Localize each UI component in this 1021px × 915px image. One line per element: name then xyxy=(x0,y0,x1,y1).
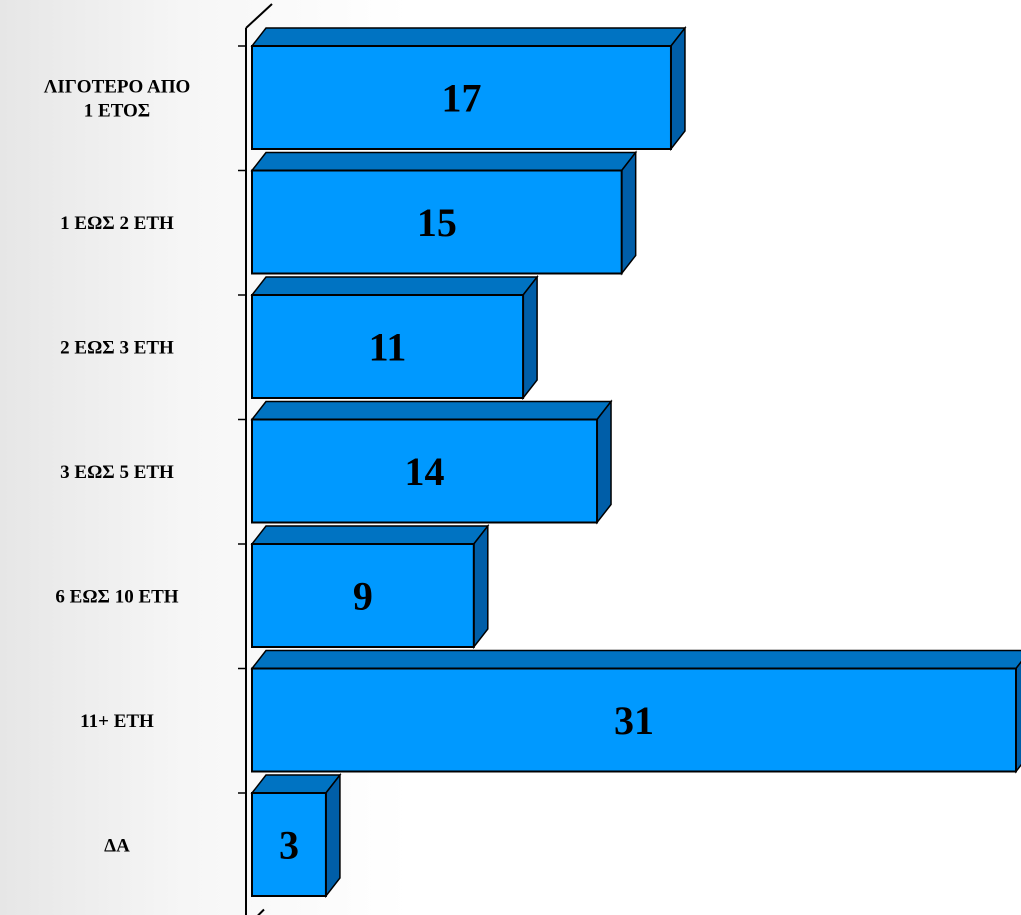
data-label: 9 xyxy=(353,574,373,619)
bar-side-face xyxy=(597,402,611,523)
bar-top-face xyxy=(252,153,636,171)
bar-top-face xyxy=(252,402,611,420)
y-axis-depth-top xyxy=(246,4,272,28)
chart-bars xyxy=(252,28,1021,896)
category-label: ΔΑ xyxy=(104,836,130,857)
category-label: 2 ΕΩΣ 3 ΕΤΗ xyxy=(60,338,174,359)
category-label: ΛΙΓΟΤΕΡΟ ΑΠΟ xyxy=(44,77,191,98)
category-label: 1 ΕΤΟΣ xyxy=(84,101,150,122)
data-label: 3 xyxy=(279,823,299,868)
bar-side-face xyxy=(326,775,340,896)
bar-side-face xyxy=(474,526,488,647)
bar-top-face xyxy=(252,277,537,295)
bar-top-face xyxy=(252,526,488,544)
data-label: 31 xyxy=(614,698,654,743)
category-label: 3 ΕΩΣ 5 ΕΤΗ xyxy=(60,462,174,483)
bar-side-face xyxy=(523,277,537,398)
category-label: 6 ΕΩΣ 10 ΕΤΗ xyxy=(55,587,178,608)
category-label: 11+ ΕΤΗ xyxy=(80,711,154,732)
bar-side-face xyxy=(671,28,685,149)
data-label: 15 xyxy=(417,200,457,245)
data-label: 14 xyxy=(405,449,445,494)
bar-side-face xyxy=(622,153,636,274)
bar-top-face xyxy=(252,651,1021,669)
y-axis-depth-bottom xyxy=(246,910,264,915)
bar-top-face xyxy=(252,775,340,793)
category-label: 1 ΕΩΣ 2 ΕΤΗ xyxy=(60,213,174,234)
bar-top-face xyxy=(252,28,685,46)
data-label: 11 xyxy=(369,325,407,370)
data-label: 17 xyxy=(441,76,481,121)
